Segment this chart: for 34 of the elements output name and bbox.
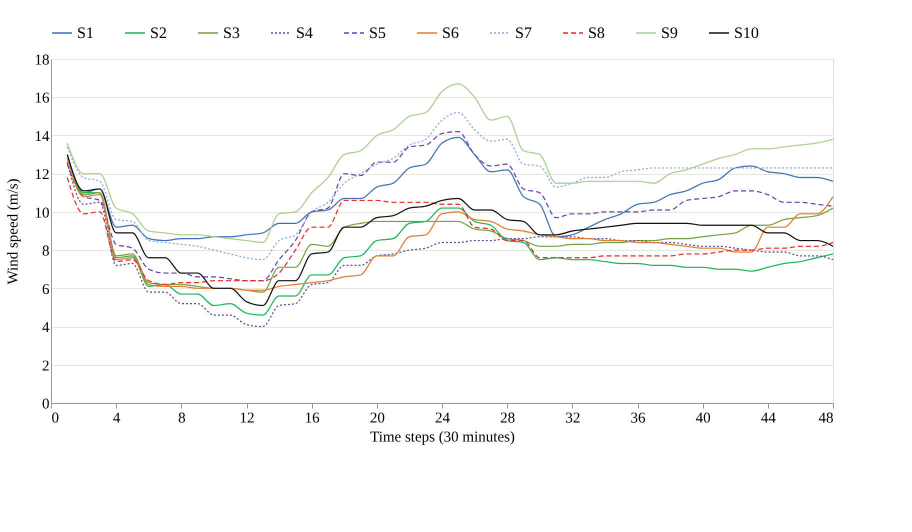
legend-label: S10 [734, 25, 759, 42]
legend-label: S9 [661, 25, 678, 42]
x-axis-title: Time steps (30 minutes) [370, 430, 515, 446]
legend-label: S3 [223, 25, 240, 42]
x-tick-label: 36 [630, 410, 646, 426]
y-axis-title: Wind speed (m/s) [6, 178, 22, 285]
x-tick-label: 16 [304, 410, 320, 426]
y-tick-label: 14 [34, 128, 50, 145]
legend-label: S4 [296, 25, 313, 42]
y-tick-label: 8 [42, 244, 50, 260]
y-tick-label: 0 [42, 396, 50, 412]
y-tick-label: 4 [42, 320, 50, 336]
legend-label: S5 [369, 25, 386, 42]
x-tick-label: 48 [818, 410, 834, 426]
legend-label: S2 [150, 25, 167, 42]
x-tick-label: 40 [696, 410, 711, 426]
x-tick-label: 20 [370, 410, 385, 426]
y-tick-label: 12 [34, 167, 50, 184]
x-tick-label: 28 [500, 410, 516, 426]
x-tick-label: 32 [565, 410, 580, 426]
y-tick-label: 18 [34, 52, 50, 68]
legend-label: S6 [442, 25, 459, 42]
x-tick-label: 12 [240, 410, 254, 426]
x-tick-label: 44 [760, 410, 776, 426]
legend-label: S8 [588, 25, 605, 42]
legend-label: S7 [515, 25, 532, 42]
y-tick-label: 10 [34, 205, 50, 222]
x-tick-label: 4 [112, 410, 121, 426]
y-tick-label: 2 [42, 358, 50, 374]
x-tick-label: 24 [435, 410, 450, 426]
y-tick-label: 16 [34, 90, 50, 107]
x-tick-label: 8 [178, 410, 186, 426]
legend-label: S1 [77, 25, 94, 42]
y-tick-label: 6 [42, 282, 50, 298]
